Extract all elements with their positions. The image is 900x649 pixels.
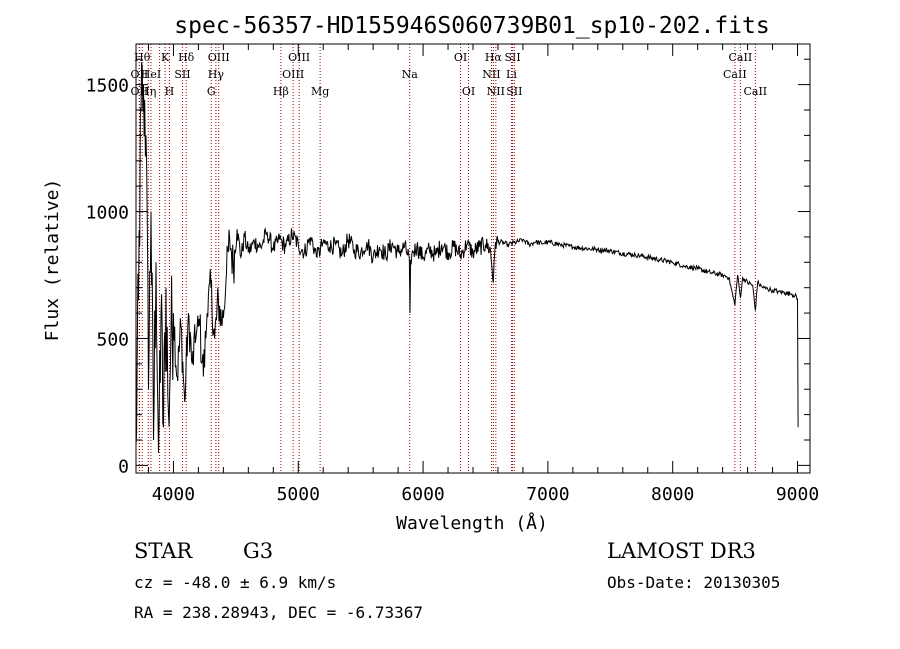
marker-label: NII [487,85,505,98]
marker-label: Li [506,68,517,81]
spectral-subclass: G3 [243,539,274,563]
marker-label: OIII [282,68,304,81]
marker-label: OIII [288,51,310,64]
y-tick-label: 500 [96,329,129,350]
marker-label: Hβ [273,85,289,98]
marker-label: Hθ [134,51,151,64]
y-tick-label: 1500 [86,76,129,97]
x-tick-label: 8000 [651,484,694,505]
marker-label: Hγ [208,68,225,81]
marker-label: K [161,51,170,64]
marker-label: G [207,85,216,98]
marker-label: OIII [208,51,230,64]
x-axis-label: Wavelength (Å) [396,512,548,534]
marker-label: Hη [140,85,156,98]
chart-title: spec-56357-HD155946S060739B01_sp10-202.f… [174,13,769,39]
spectrum-line [135,62,799,453]
y-tick-label: 1000 [86,203,129,224]
x-tick-label: 7000 [526,484,569,505]
plot-frame [135,43,811,474]
emission-line-markers: HθOIIOIIHηHeIKHSIIHδGHγOIIIHβOIIIOIIIMgN… [131,44,767,473]
sky-coordinates: RA = 238.28943, DEC = -6.73367 [134,603,423,622]
marker-label: CaII [723,68,747,81]
marker-label: HeI [141,68,161,81]
marker-label: SII [174,68,190,81]
survey-name: LAMOST DR3 [607,539,756,563]
marker-label: H [165,85,175,98]
marker-label: SII [504,51,520,64]
marker-label: OI [454,51,467,64]
marker-label: CaII [729,51,753,64]
y-axis-label: Flux (relative) [42,179,63,342]
x-tick-label: 9000 [776,484,819,505]
x-tick-label: 5000 [277,484,320,505]
marker-label: OI [462,85,475,98]
marker-label: SII [506,85,522,98]
spectrum-series [135,62,799,453]
redshift-value: cz = -48.0 ± 6.9 km/s [134,573,337,592]
marker-label: CaII [743,85,767,98]
marker-label: Hδ [178,51,195,64]
marker-label: Mg [311,85,329,98]
marker-label: Hα [485,51,503,64]
y-tick-label: 0 [118,456,129,477]
axes: 4000 5000 6000 7000 8000 9000 0 500 1000 1500 [86,44,819,505]
marker-label: Na [402,68,419,81]
object-class: STAR [134,539,193,563]
marker-label: NII [482,68,500,81]
x-tick-label: 4000 [152,484,195,505]
x-tick-label: 6000 [401,484,444,505]
observation-date: Obs-Date: 20130305 [607,573,781,592]
